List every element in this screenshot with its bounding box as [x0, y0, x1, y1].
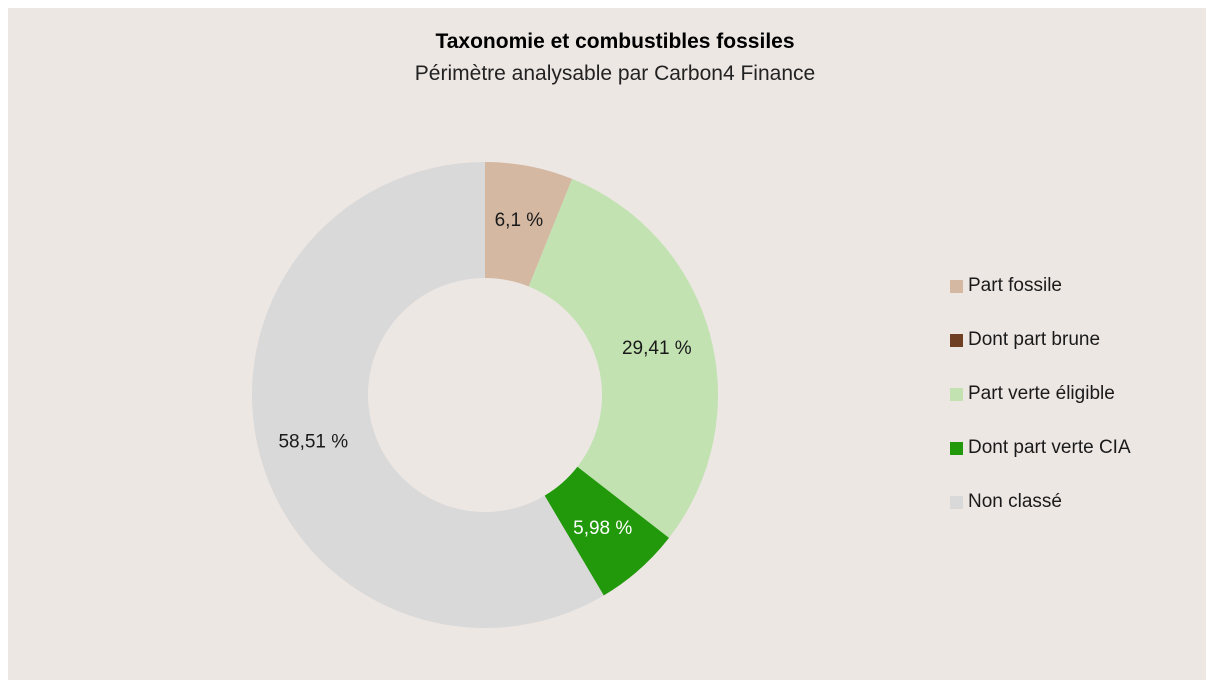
- slice-value-label: 6,1 %: [495, 210, 544, 231]
- donut-slice-part-verte-ligible[interactable]: [528, 178, 719, 538]
- legend: Part fossile Dont part brune Part verte …: [950, 272, 1131, 542]
- legend-item-part-fossile[interactable]: Part fossile: [950, 272, 1131, 300]
- legend-label: Part verte éligible: [968, 383, 1115, 404]
- legend-item-non-classe[interactable]: Non classé: [950, 488, 1131, 516]
- chart-title: Taxonomie et combustibles fossiles: [435, 30, 795, 53]
- legend-swatch: [950, 387, 963, 401]
- slice-value-label: 5,98 %: [573, 518, 632, 539]
- legend-label: Dont part verte CIA: [968, 437, 1131, 458]
- legend-swatch: [950, 333, 963, 347]
- legend-item-dont-part-brune[interactable]: Dont part brune: [950, 326, 1131, 354]
- legend-item-dont-part-verte-cia[interactable]: Dont part verte CIA: [950, 434, 1131, 462]
- legend-swatch: [950, 279, 963, 293]
- legend-label: Dont part brune: [968, 329, 1101, 350]
- donut-slice-part-fossile[interactable]: [485, 162, 573, 287]
- chart-subtitle: Périmètre analysable par Carbon4 Finance: [414, 62, 816, 85]
- donut-slice-non-class-[interactable]: [252, 161, 604, 628]
- legend-swatch: [950, 495, 963, 509]
- legend-label: Non classé: [968, 491, 1062, 512]
- slice-value-label: 58,51 %: [278, 432, 348, 453]
- legend-swatch: [950, 441, 963, 455]
- slice-value-label: 29,41 %: [622, 338, 692, 359]
- donut-slice-dont-part-verte-cia[interactable]: [544, 466, 670, 596]
- legend-item-part-verte-eligible[interactable]: Part verte éligible: [950, 380, 1131, 408]
- legend-label: Part fossile: [968, 275, 1062, 296]
